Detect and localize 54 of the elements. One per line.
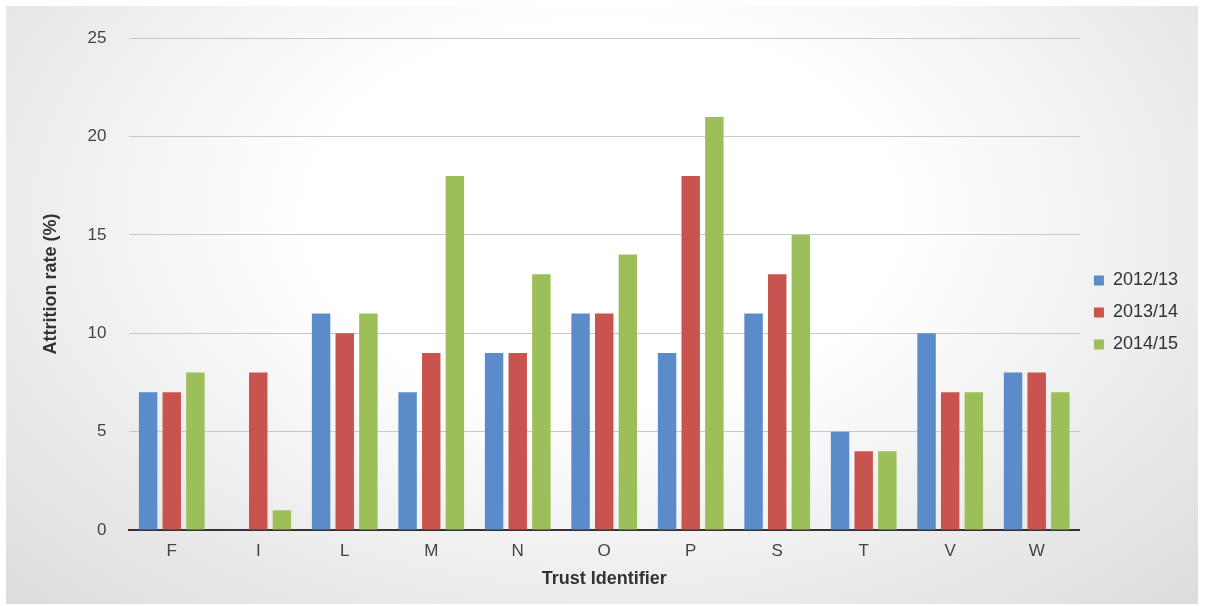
bar <box>791 234 811 530</box>
x-tick-label: F <box>166 540 177 560</box>
bar <box>162 392 181 530</box>
bar <box>595 313 614 530</box>
bar <box>657 352 677 530</box>
y-tick-label: 10 <box>87 322 107 342</box>
y-tick-label: 5 <box>97 421 107 441</box>
bar <box>484 352 504 530</box>
bar <box>917 333 936 530</box>
x-tick-label: V <box>944 540 957 560</box>
bar <box>398 392 417 530</box>
bar <box>964 392 984 530</box>
y-tick-label: 15 <box>87 224 107 244</box>
bar <box>1027 372 1046 530</box>
bar <box>705 116 724 530</box>
x-tick-label: P <box>685 540 697 560</box>
x-tick-label: T <box>858 540 869 560</box>
x-axis-title: Trust Identifier <box>541 568 667 589</box>
x-tick-label: N <box>511 540 524 560</box>
y-tick-label: 25 <box>87 27 107 47</box>
bar <box>571 313 590 530</box>
y-tick-label: 0 <box>97 519 107 539</box>
y-axis-title: Attrition rate (%) <box>39 213 60 355</box>
bar <box>532 274 551 530</box>
x-tick-label: O <box>597 540 611 560</box>
bar <box>359 313 378 530</box>
bar <box>335 333 354 530</box>
bar <box>681 175 700 530</box>
bar <box>744 313 763 530</box>
bar <box>138 392 158 530</box>
bar <box>767 274 787 530</box>
legend-label: 2013/14 <box>1112 301 1179 322</box>
bar <box>445 175 465 530</box>
x-tick-label: L <box>340 540 350 560</box>
bar <box>854 451 873 530</box>
bar <box>940 392 960 530</box>
bar <box>830 431 850 530</box>
x-tick-label: M <box>424 540 439 560</box>
bar <box>1051 392 1070 530</box>
bar <box>422 352 441 530</box>
legend-label: 2012/13 <box>1112 269 1179 290</box>
bar <box>311 313 331 530</box>
legend-label: 2014/15 <box>1112 333 1179 354</box>
y-tick-label: 20 <box>87 126 107 146</box>
bar <box>1003 372 1023 530</box>
x-tick-label: I <box>255 540 261 560</box>
bar <box>186 372 205 530</box>
x-tick-label: W <box>1028 540 1045 560</box>
bar <box>249 372 268 530</box>
bar <box>618 254 638 530</box>
x-tick-label: S <box>771 540 783 560</box>
bar <box>878 451 897 530</box>
bar <box>272 510 292 530</box>
bar <box>508 352 527 530</box>
